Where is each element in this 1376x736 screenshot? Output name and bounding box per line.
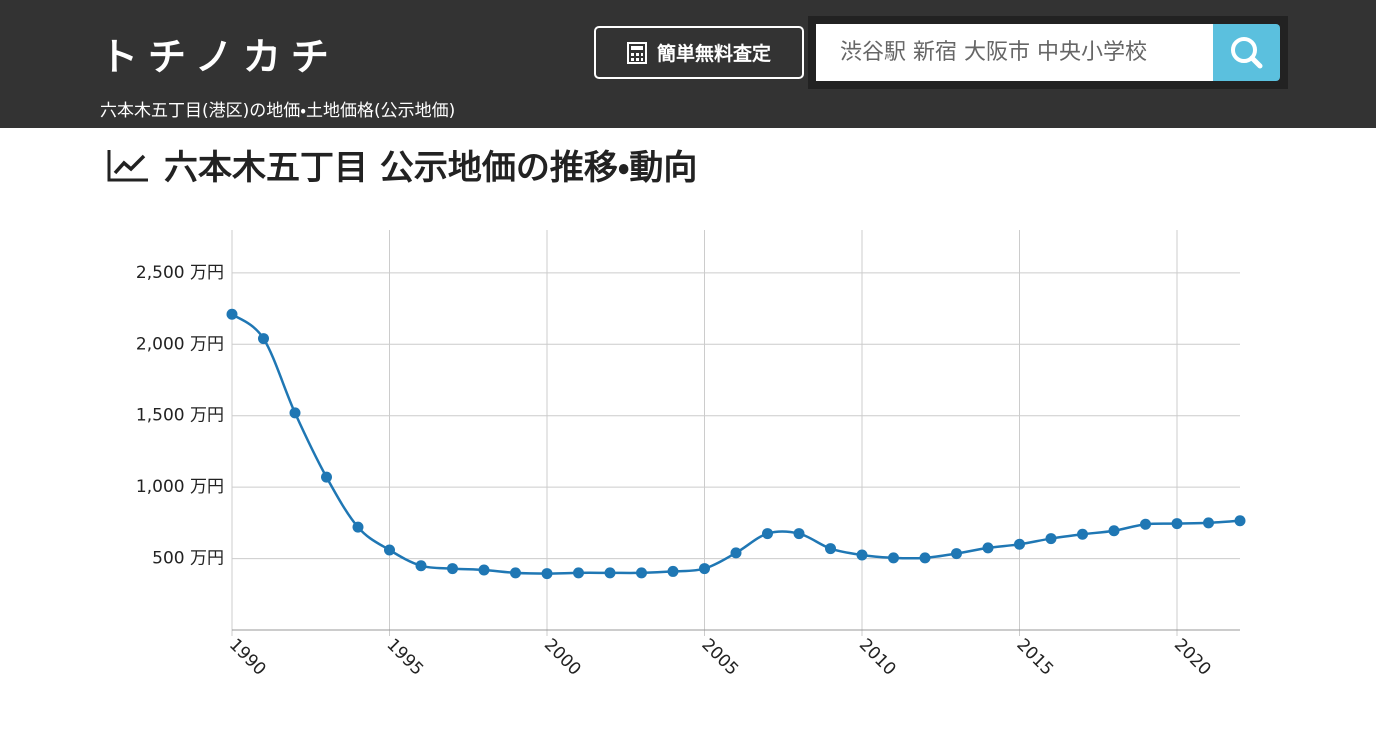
series-line xyxy=(231,313,1241,575)
data-point xyxy=(1140,518,1151,530)
x-tick-label: 2015 xyxy=(1012,635,1057,680)
data-point xyxy=(541,568,553,580)
search-button[interactable] xyxy=(1213,24,1280,81)
data-point xyxy=(1171,518,1183,530)
data-point xyxy=(226,308,238,320)
data-point xyxy=(856,549,868,561)
page-heading: 六本木五丁目 公示地価の推移・動向 xyxy=(106,140,697,189)
data-point xyxy=(510,567,521,579)
data-point xyxy=(1203,517,1214,529)
logo[interactable]: トチノカチ xyxy=(100,35,339,79)
breadcrumb: 六本木五丁目(港区)の地価・土地価格(公示地価) xyxy=(100,101,456,121)
data-point xyxy=(1077,528,1088,540)
data-point xyxy=(1014,538,1025,550)
x-tick-label: 2005 xyxy=(697,635,742,680)
data-point xyxy=(982,542,994,554)
data-point xyxy=(730,547,742,559)
search-input[interactable]: 渋谷駅 新宿 大阪市 中央小学校 xyxy=(816,24,1214,81)
data-point xyxy=(762,528,773,540)
appraisal-label: 簡単無料査定 xyxy=(656,43,771,65)
data-point xyxy=(919,552,931,564)
x-tick-label: 2020 xyxy=(1170,635,1215,680)
appraisal-button[interactable]: 簡単無料査定 xyxy=(594,26,804,79)
calculator-icon xyxy=(626,41,647,64)
y-tick-label: 1,500 万円 xyxy=(136,406,224,426)
y-tick-label: 2,000 万円 xyxy=(136,334,224,354)
data-point xyxy=(793,528,805,540)
data-point xyxy=(573,567,584,579)
search-icon xyxy=(1231,37,1263,69)
chart: 500 万円 1,000 万円 1,500 万円 2,000 万円 2,500 万円 19… xyxy=(136,230,1246,680)
y-tick-label: 2,500 万円 xyxy=(136,263,224,283)
data-point xyxy=(352,521,364,533)
data-point xyxy=(384,544,395,556)
data-point xyxy=(667,565,679,577)
data-point xyxy=(321,471,332,483)
y-tick-label: 1,000 万円 xyxy=(136,477,224,497)
data-point xyxy=(415,560,427,572)
data-point xyxy=(699,563,710,575)
x-tick-label: 2010 xyxy=(855,635,900,680)
data-point xyxy=(604,567,616,579)
data-point xyxy=(258,333,269,345)
x-tick-label: 2000 xyxy=(540,635,585,680)
data-point xyxy=(447,563,458,575)
data-point xyxy=(478,564,490,576)
x-tick-label: 1995 xyxy=(382,635,427,680)
data-point xyxy=(1108,525,1120,537)
data-point xyxy=(951,548,962,560)
heading-text: 六本木五丁目 公示地価の推移・動向 xyxy=(164,148,698,188)
data-point xyxy=(636,567,647,579)
x-tick-label: 1990 xyxy=(225,635,270,680)
y-tick-label: 500 万円 xyxy=(152,549,224,569)
data-point xyxy=(289,407,301,419)
data-point xyxy=(888,552,899,564)
chart-icon xyxy=(107,149,148,181)
data-point xyxy=(1045,533,1057,545)
data-point xyxy=(825,543,836,555)
data-point xyxy=(1234,515,1246,527)
header: トチノカチ 六本木五丁目(港区)の地価・土地価格(公示地価) 簡単無料査定 渋谷… xyxy=(0,0,1376,128)
